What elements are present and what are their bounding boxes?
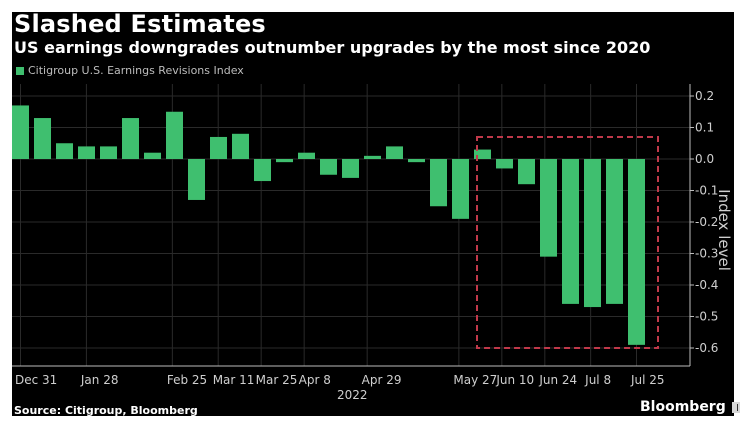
y-tick-label: -0.4 bbox=[695, 278, 718, 292]
bar bbox=[452, 159, 469, 219]
legend-label: Citigroup U.S. Earnings Revisions Index bbox=[28, 64, 244, 77]
bar bbox=[188, 159, 205, 200]
bar bbox=[232, 133, 249, 159]
x-tick-label: Apr 29 bbox=[362, 373, 402, 387]
bar bbox=[276, 159, 293, 163]
x-tick-label: Jun 10 bbox=[495, 373, 534, 387]
legend: Citigroup U.S. Earnings Revisions Index bbox=[16, 64, 244, 78]
x-tick-label: Apr 8 bbox=[299, 373, 331, 387]
bar bbox=[540, 159, 557, 257]
x-tick-label: Jun 24 bbox=[538, 373, 577, 387]
bar bbox=[342, 159, 359, 178]
bar bbox=[12, 105, 29, 159]
brand-label: Bloomberg bbox=[640, 399, 726, 415]
bar bbox=[210, 136, 227, 159]
axis-layer: 0.2 0.1 0.0 -0.1 -0.2 -0.3 -0.4 -0.5 -0.6 Index l… bbox=[12, 84, 733, 402]
bar bbox=[320, 159, 337, 175]
bar bbox=[78, 146, 95, 159]
x-tick-label: Mar 11 bbox=[213, 373, 255, 387]
x-tick-label: Feb 25 bbox=[167, 373, 207, 387]
source-note: Source: Citigroup, Bloomberg bbox=[14, 404, 198, 417]
x-tick-label: Jul 25 bbox=[630, 373, 665, 387]
bloomberg-brand: Bloomberg bbox=[640, 399, 740, 415]
y-tick-label: -0.3 bbox=[695, 247, 718, 261]
bar bbox=[386, 146, 403, 159]
chart-subtitle: US earnings downgrades outnumber upgrade… bbox=[14, 38, 651, 57]
bar bbox=[628, 159, 645, 345]
bar bbox=[254, 159, 271, 182]
bar bbox=[606, 159, 623, 304]
y-tick-label: -0.5 bbox=[695, 310, 718, 324]
bar bbox=[34, 118, 51, 159]
chart-title: Slashed Estimates bbox=[14, 10, 266, 38]
bloomberg-logo-icon bbox=[731, 401, 740, 413]
y-axis-label: Index level bbox=[715, 189, 733, 271]
bar bbox=[496, 159, 513, 169]
y-tick-label: 0.1 bbox=[695, 121, 714, 135]
y-tick-label: -0.2 bbox=[695, 215, 718, 229]
bar bbox=[430, 159, 447, 207]
x-tick-label: Mar 25 bbox=[256, 373, 298, 387]
x-axis-year-label: 2022 bbox=[337, 388, 368, 402]
x-tick-label: Jul 8 bbox=[584, 373, 611, 387]
x-tick-label: Jan 28 bbox=[80, 373, 119, 387]
highlight-box bbox=[476, 135, 659, 349]
y-tick-label: 0.2 bbox=[695, 89, 714, 103]
bar bbox=[144, 152, 161, 159]
y-tick-label: -0.6 bbox=[695, 341, 718, 355]
bar bbox=[518, 159, 535, 185]
bar bbox=[298, 152, 315, 159]
y-tick-label: -0.1 bbox=[695, 184, 718, 198]
y-tick-label: 0.0 bbox=[695, 152, 714, 166]
bar bbox=[122, 118, 139, 159]
bars-layer bbox=[12, 105, 645, 345]
bar bbox=[166, 111, 183, 159]
bar bbox=[474, 149, 491, 159]
x-tick-label: May 27 bbox=[453, 373, 497, 387]
bar bbox=[408, 159, 425, 163]
bar bbox=[364, 155, 381, 159]
bar bbox=[100, 146, 117, 159]
bar bbox=[584, 159, 601, 308]
legend-swatch bbox=[16, 67, 24, 75]
bar bbox=[562, 159, 579, 304]
bar bbox=[56, 143, 73, 159]
x-tick-label: Dec 31 bbox=[15, 373, 57, 387]
annotation-layer bbox=[476, 135, 659, 349]
